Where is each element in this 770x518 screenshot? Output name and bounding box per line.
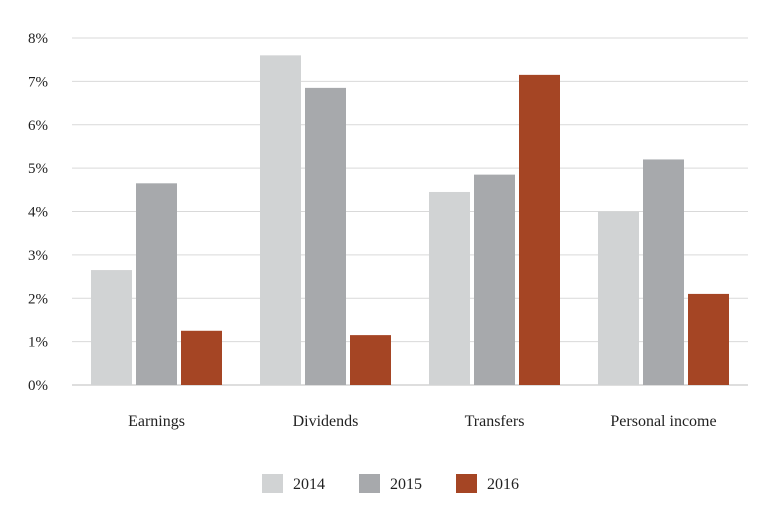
y-tick-label: 5% — [28, 161, 48, 177]
legend-label-2015: 2015 — [390, 476, 422, 493]
legend: 2014 2015 2016 — [262, 474, 519, 493]
bar-2015-earnings — [136, 183, 177, 385]
bar-2015-personal-income — [643, 159, 684, 385]
bar-2015-dividends — [305, 87, 346, 385]
x-axis-category-labels: Earnings Dividends Transfers Personal incom… — [128, 413, 717, 430]
legend-label-2014: 2014 — [293, 476, 325, 493]
bar-2014-dividends — [260, 55, 301, 385]
legend-label-2016: 2016 — [487, 476, 519, 493]
y-tick-label: 1% — [28, 335, 48, 351]
legend-swatch-2014 — [262, 474, 283, 493]
bar-2014-personal-income — [598, 211, 639, 385]
y-tick-label: 4% — [28, 205, 48, 221]
bar-2016-transfers — [519, 74, 560, 386]
x-category-label: Transfers — [465, 413, 525, 430]
x-category-label: Earnings — [128, 413, 185, 430]
bar-2015-transfers — [474, 174, 515, 385]
y-tick-label: 0% — [28, 378, 48, 394]
y-axis-tick-labels: 0% 1% 2% 3% 4% 5% 6% 7% 8% — [28, 31, 48, 394]
x-category-label: Dividends — [293, 413, 359, 430]
y-tick-label: 6% — [28, 118, 48, 134]
bar-2016-dividends — [350, 335, 391, 385]
bar-2014-transfers — [429, 191, 470, 385]
bars — [91, 55, 729, 386]
y-tick-label: 3% — [28, 248, 48, 264]
bar-2016-earnings — [181, 330, 222, 385]
legend-swatch-2016 — [456, 474, 477, 493]
bar-2014-earnings — [91, 270, 132, 385]
y-tick-label: 2% — [28, 291, 48, 307]
bar-2016-personal-income — [688, 293, 729, 385]
x-category-label: Personal income — [610, 413, 716, 430]
y-tick-label: 8% — [28, 31, 48, 47]
legend-swatch-2015 — [359, 474, 380, 493]
y-tick-label: 7% — [28, 74, 48, 90]
